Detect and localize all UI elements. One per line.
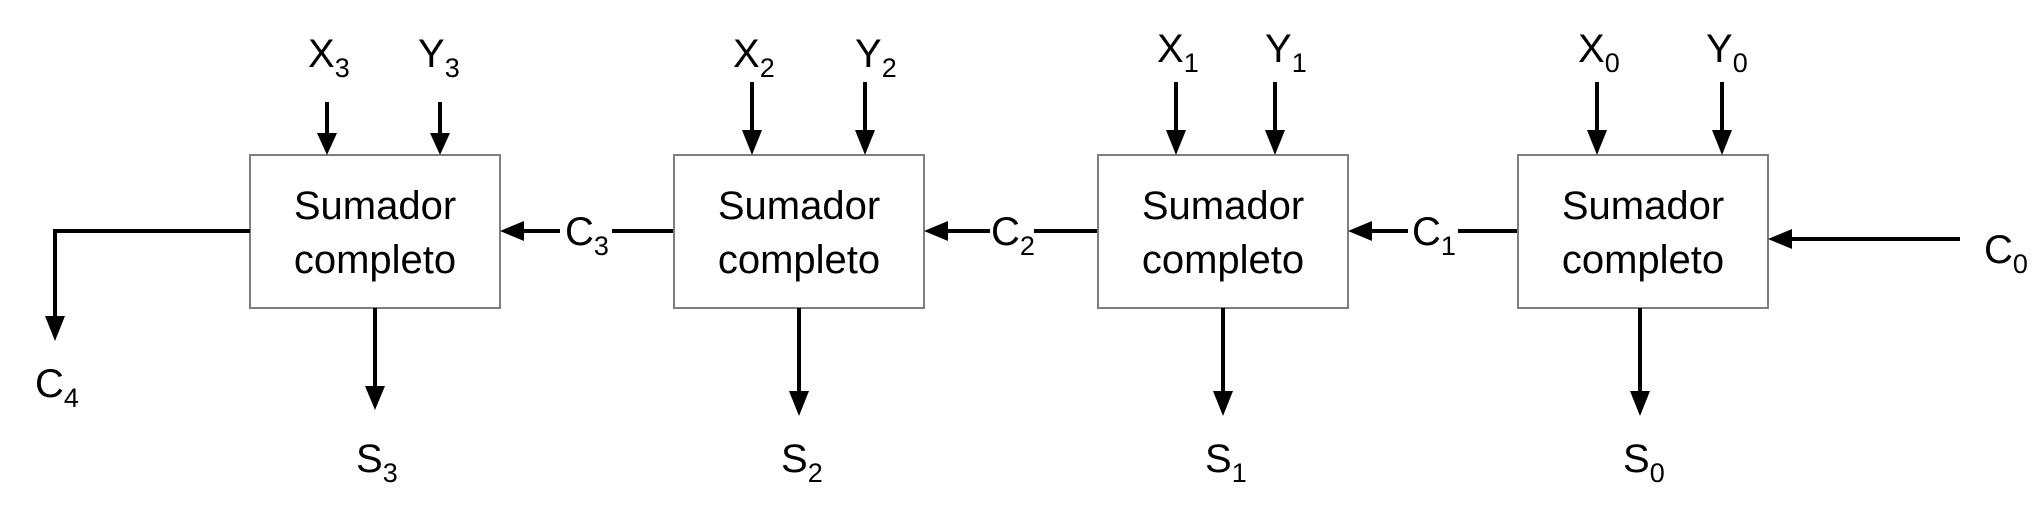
carry-c4-label: C4 [35,362,79,413]
x1-arrowhead [1166,130,1186,155]
x2-arrowhead [742,130,762,155]
input-x0-label: X0 [1578,27,1620,78]
full-adder-block-0: Sumador completo [1517,154,1769,309]
full-adder-box [1097,154,1349,309]
block-label-line1: Sumador [1562,184,1724,228]
output-s2-label: S2 [781,437,823,488]
y0-arrowhead [1712,130,1732,155]
input-y2-label: Y2 [855,32,897,83]
input-x2-label: X2 [733,32,775,83]
carry-c1-label: C1 [1412,210,1456,261]
y1-arrowhead [1265,130,1285,155]
s2-arrowhead [789,391,809,416]
full-adder-box [249,154,501,309]
carry-c2-label: C2 [991,210,1035,261]
block-label-line2: completo [294,238,456,282]
x3-arrowhead [317,133,337,155]
carry-c0-label: C0 [1984,228,2028,279]
output-s3-label: S3 [356,437,398,488]
block-label-line2: completo [718,238,880,282]
c2-arrowhead [924,221,948,241]
s1-arrowhead [1213,391,1233,416]
c4-arrowhead [45,316,65,341]
c3-arrowhead [500,221,524,241]
c0-arrowhead [1768,229,1792,249]
c1-arrowhead [1348,221,1372,241]
block-label-line2: completo [1142,238,1304,282]
block-label-line1: Sumador [294,184,456,228]
y2-arrowhead [855,130,875,155]
x0-arrowhead [1587,130,1607,155]
input-y1-label: Y1 [1265,27,1307,78]
carry-c3-label: C3 [565,210,609,261]
block-label-line1: Sumador [1142,184,1304,228]
block-label-line2: completo [1562,238,1724,282]
input-y0-label: Y0 [1706,27,1748,78]
block-label-line1: Sumador [718,184,880,228]
y3-arrowhead [430,133,450,155]
c4-wire [53,229,250,318]
full-adder-block-1: Sumador completo [1097,154,1349,309]
input-y3-label: Y3 [418,32,460,83]
full-adder-block-2: Sumador completo [673,154,925,309]
s0-arrowhead [1630,391,1650,416]
full-adder-box [1517,154,1769,309]
output-s0-label: S0 [1623,437,1665,488]
input-x1-label: X1 [1157,27,1199,78]
output-s1-label: S1 [1205,437,1247,488]
input-x3-label: X3 [308,32,350,83]
s3-arrowhead [365,386,385,410]
full-adder-box [673,154,925,309]
full-adder-block-3: Sumador completo [249,154,501,309]
